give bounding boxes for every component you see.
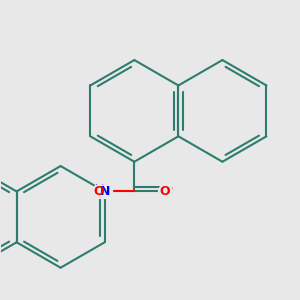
Text: O: O	[163, 185, 173, 198]
Text: O: O	[160, 185, 170, 198]
Text: N: N	[95, 183, 105, 196]
Text: N: N	[99, 185, 110, 198]
Text: O: O	[91, 185, 101, 198]
Text: O: O	[94, 185, 104, 198]
